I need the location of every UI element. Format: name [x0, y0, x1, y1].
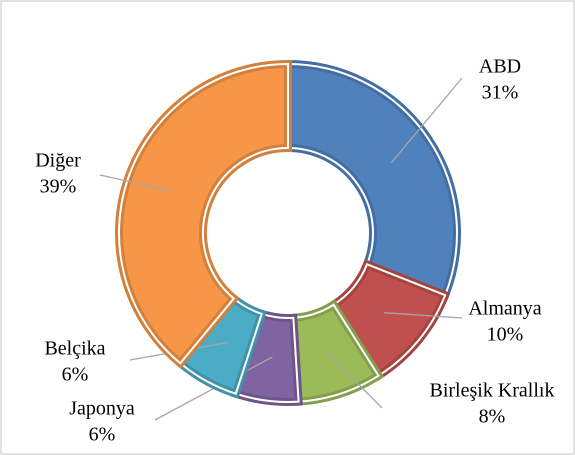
leader-line: [99, 174, 171, 192]
value-label: 6%: [62, 364, 89, 386]
category-label: Diğer: [35, 150, 81, 172]
slice-gap: [117, 62, 289, 365]
value-label: 39%: [40, 176, 77, 198]
category-label: Birleşik Krallık: [430, 380, 555, 402]
value-label: 10%: [487, 324, 524, 346]
slice-gap: [287, 62, 458, 297]
value-label: 8%: [479, 406, 506, 428]
leader-line: [326, 351, 383, 409]
value-label: 31%: [482, 82, 519, 104]
category-label: ABD: [479, 56, 521, 78]
category-label: Japonya: [69, 398, 135, 420]
value-label: 6%: [89, 424, 116, 446]
leader-line: [390, 77, 463, 164]
category-label: Belçika: [44, 338, 105, 360]
leader-line: [384, 312, 463, 319]
category-label: Almanya: [468, 298, 541, 320]
